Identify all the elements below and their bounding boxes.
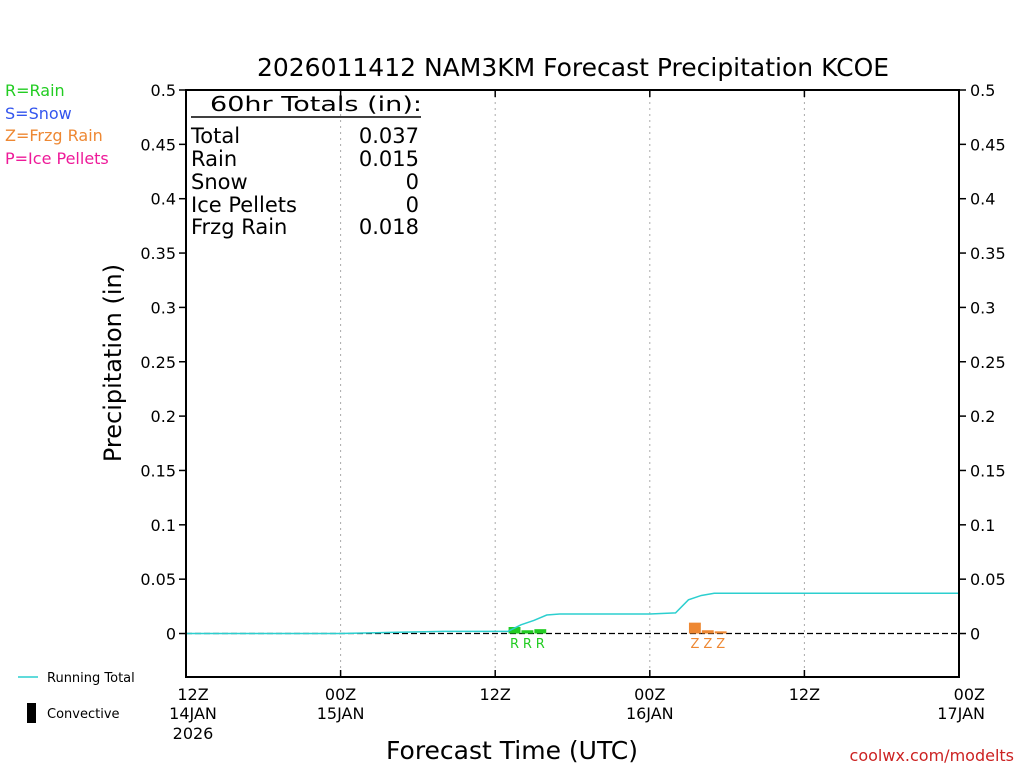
y-tick-label-right-10: 0 bbox=[970, 625, 980, 644]
legend-snow: S=Snow bbox=[5, 104, 72, 123]
convective-legend: Convective bbox=[47, 707, 120, 722]
x-tick-year-0: 2026 bbox=[173, 724, 214, 743]
plot-frame bbox=[185, 89, 960, 678]
line-legend: Running Total Convective bbox=[18, 671, 135, 723]
y-tick-label-left-1: 0.45 bbox=[140, 135, 176, 154]
ptype-label-4: Z bbox=[703, 637, 712, 652]
x-tick-date-3: 16JAN bbox=[626, 704, 674, 723]
ptype-label-5: Z bbox=[716, 637, 725, 652]
y-tick-label-right-4: 0.3 bbox=[970, 298, 995, 317]
totals-label-snow: Snow bbox=[191, 170, 248, 194]
ptype-label-0: R bbox=[510, 637, 519, 652]
x-axis-label: Forecast Time (UTC) bbox=[386, 736, 638, 765]
totals-value-snow: 0 bbox=[406, 170, 419, 194]
precip-bar-4 bbox=[701, 630, 714, 634]
totals-value-ice-pellets: 0 bbox=[406, 193, 419, 217]
totals-label-ice-pellets: Ice Pellets bbox=[191, 193, 297, 217]
x-tick-label-1: 00Z bbox=[325, 685, 356, 704]
x-tick-label-5: 00Z bbox=[954, 685, 985, 704]
x-tick-label-4: 12Z bbox=[789, 685, 820, 704]
y-tick-label-right-7: 0.15 bbox=[970, 461, 1006, 480]
x-tick-label-0: 12Z bbox=[177, 685, 208, 704]
y-axis-label: Precipitation (in) bbox=[99, 264, 127, 462]
totals-value-total: 0.037 bbox=[359, 124, 419, 148]
precip-bar-0 bbox=[508, 626, 521, 634]
precip-bar-2 bbox=[534, 629, 547, 634]
ptype-legend: R=Rain S=Snow Z=Frzg Rain P=Ice Pellets bbox=[5, 81, 109, 168]
ptype-label-1: R bbox=[523, 637, 532, 652]
x-tick-label-2: 12Z bbox=[480, 685, 511, 704]
precip-bar-5 bbox=[714, 631, 727, 634]
x-tick-date-5: 17JAN bbox=[937, 704, 985, 723]
totals-value-frzg-rain: 0.018 bbox=[359, 215, 419, 239]
precip-bar-1 bbox=[521, 630, 534, 634]
y-tick-label-left-10: 0 bbox=[166, 625, 176, 644]
y-tick-label-left-5: 0.25 bbox=[140, 353, 176, 372]
y-tick-label-left-3: 0.35 bbox=[140, 244, 176, 263]
y-tick-label-left-9: 0.05 bbox=[140, 570, 176, 589]
y-tick-label-right-0: 0.5 bbox=[970, 81, 995, 100]
y-tick-label-right-5: 0.25 bbox=[970, 353, 1006, 372]
ptype-label-3: Z bbox=[690, 637, 699, 652]
running-total-line bbox=[186, 592, 959, 635]
chart-title: 2026011412 NAM3KM Forecast Precipitation… bbox=[257, 53, 889, 82]
ptype-label-2: R bbox=[536, 637, 545, 652]
x-tick-label-3: 00Z bbox=[634, 685, 665, 704]
totals-header: 60hr Totals (in): bbox=[210, 92, 422, 116]
x-tick-date-0: 14JAN bbox=[169, 704, 217, 723]
convective-swatch bbox=[27, 703, 36, 723]
running-total-legend: Running Total bbox=[47, 671, 135, 686]
totals-value-rain: 0.015 bbox=[359, 147, 419, 171]
y-tick-label-left-6: 0.2 bbox=[151, 407, 176, 426]
y-tick-label-left-8: 0.1 bbox=[151, 516, 176, 535]
legend-rain: R=Rain bbox=[5, 81, 65, 100]
y-tick-label-right-1: 0.45 bbox=[970, 135, 1006, 154]
watermark: coolwx.com/modelts bbox=[850, 746, 1014, 765]
x-tick-date-1: 15JAN bbox=[317, 704, 365, 723]
totals-label-total: Total bbox=[190, 124, 240, 148]
y-tick-label-left-7: 0.15 bbox=[140, 461, 176, 480]
totals-label-rain: Rain bbox=[191, 147, 237, 171]
y-tick-label-right-9: 0.05 bbox=[970, 570, 1006, 589]
y-tick-label-left-4: 0.3 bbox=[151, 298, 176, 317]
y-tick-label-left-2: 0.4 bbox=[151, 190, 176, 209]
legend-frzg-rain: Z=Frzg Rain bbox=[5, 126, 103, 145]
y-tick-label-left-0: 0.5 bbox=[151, 81, 176, 100]
y-tick-label-right-2: 0.4 bbox=[970, 190, 995, 209]
totals-label-frzg-rain: Frzg Rain bbox=[191, 215, 287, 239]
totals-box: 60hr Totals (in): Total 0.037 Rain 0.015… bbox=[190, 92, 422, 239]
y-tick-label-right-3: 0.35 bbox=[970, 244, 1006, 263]
legend-ice-pellets: P=Ice Pellets bbox=[5, 149, 109, 168]
precip-bar-3 bbox=[688, 622, 701, 634]
y-tick-label-right-8: 0.1 bbox=[970, 516, 995, 535]
y-tick-label-right-6: 0.2 bbox=[970, 407, 995, 426]
